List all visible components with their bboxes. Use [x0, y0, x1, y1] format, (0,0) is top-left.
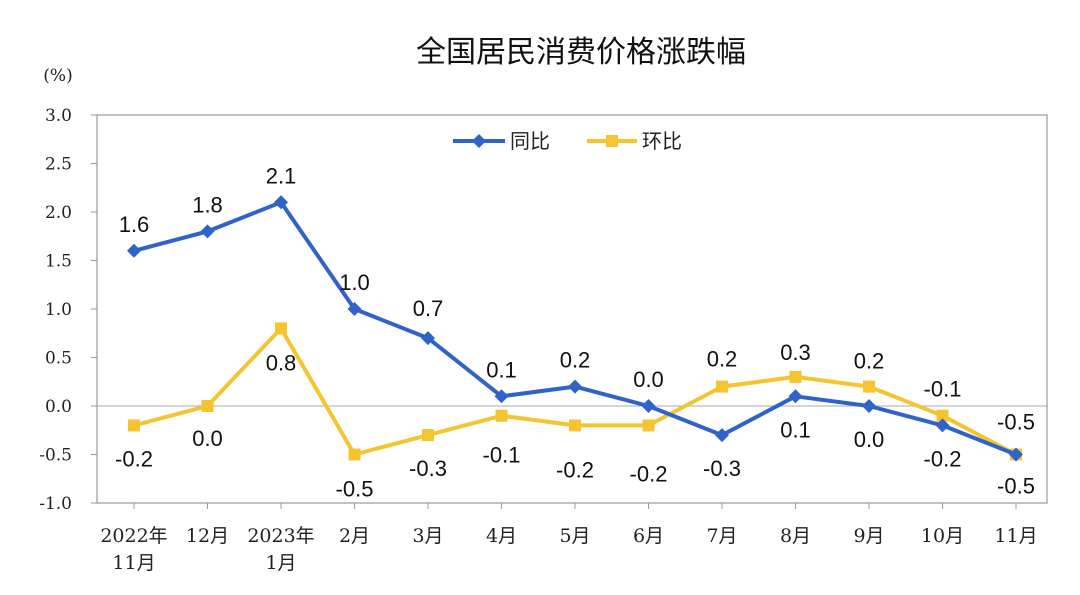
data-label: 1.6 [119, 212, 150, 237]
data-label: -0.3 [409, 456, 447, 481]
data-label: 0.3 [780, 340, 811, 365]
data-point-diamond [715, 428, 729, 443]
series-layer [127, 195, 1023, 462]
data-point-diamond [1009, 447, 1023, 462]
x-axis-ticks: 2022年 11月 12月 2023年 1月 2月 3月 4月 5月 6月 7月 8月 9月 10月 11月 [100, 503, 1038, 574]
data-label: -0.1 [924, 377, 962, 402]
data-label: 0.1 [780, 417, 811, 442]
data-labels: -0.2 0.0 0.8 -0.5 -0.3 -0.1 -0.2 -0.2 0.2 0.3 0.2 -… [115, 163, 1035, 501]
y-tick-label: 2.5 [45, 155, 72, 175]
data-point-square [936, 409, 949, 422]
data-point-square [789, 370, 802, 383]
data-label: -0.5 [336, 477, 374, 502]
data-point-diamond [347, 302, 362, 316]
legend: 同比 环比 [453, 129, 682, 153]
legend-mom-square-icon [606, 135, 618, 147]
data-label: 0.1 [486, 357, 517, 382]
x-tick-label: 7月 [706, 525, 737, 547]
data-point-square [569, 419, 581, 432]
data-label: -0.2 [115, 446, 153, 471]
data-label: -0.5 [997, 474, 1035, 499]
data-point-diamond [494, 389, 509, 404]
data-point-diamond [274, 195, 288, 210]
data-point-square [716, 380, 728, 393]
legend-yoy-diamond-icon [472, 134, 486, 148]
x-tick-label: 2023年 [247, 525, 314, 547]
x-tick-label: 2月 [339, 525, 370, 547]
data-point-square [275, 322, 287, 335]
x-tick-label: 1月 [265, 552, 296, 574]
x-tick-label: 3月 [412, 525, 443, 547]
x-tick-label: 6月 [633, 525, 664, 547]
y-tick-label: -0.5 [39, 446, 72, 466]
data-point-diamond [641, 399, 656, 413]
y-tick-label: 0.0 [45, 397, 72, 417]
data-point-diamond [421, 331, 435, 346]
x-tick-label: 11月 [112, 552, 155, 574]
x-tick-label: 2022年 [100, 525, 167, 547]
data-point-square [348, 448, 361, 461]
data-label: 0.0 [854, 427, 885, 452]
y-axis-unit: (%) [43, 66, 72, 86]
x-tick-label: 10月 [921, 525, 964, 547]
y-tick-label: -1.0 [39, 494, 72, 514]
data-label: 0.0 [633, 367, 664, 392]
y-axis-ticks: 3.0 2.5 2.0 1.5 1.0 0.5 0.0 -0.5 -1.0 [39, 106, 97, 514]
x-tick-label: 12月 [186, 525, 229, 547]
data-point-diamond [200, 224, 215, 239]
data-point-square [495, 409, 508, 422]
data-point-square [128, 419, 140, 432]
data-label: 0.7 [413, 296, 444, 321]
series-line-0 [133, 200, 1017, 457]
data-label: 1.0 [339, 270, 370, 295]
x-tick-label: 9月 [853, 525, 884, 547]
y-tick-label: 0.5 [45, 349, 72, 369]
y-tick-label: 2.0 [45, 203, 72, 223]
data-label: 0.8 [266, 350, 297, 375]
data-point-diamond [568, 379, 582, 394]
x-tick-label: 4月 [486, 525, 517, 547]
data-label: 1.8 [192, 192, 223, 217]
data-point-diamond [788, 389, 803, 404]
data-label: -0.2 [630, 461, 668, 486]
x-tick-label: 5月 [559, 525, 590, 547]
data-point-diamond [862, 399, 876, 413]
data-point-diamond [935, 418, 950, 433]
data-point-square [863, 380, 875, 393]
legend-mom-label: 环比 [642, 129, 682, 153]
data-label: -0.1 [483, 443, 521, 468]
data-label: -0.3 [703, 456, 741, 481]
data-label: 0.2 [707, 347, 738, 372]
data-label: 0.0 [192, 426, 223, 451]
x-tick-label: 8月 [780, 525, 811, 547]
y-tick-label: 3.0 [45, 106, 72, 126]
chart-title: 全国居民消费价格涨跌幅 [416, 35, 746, 70]
data-point-square [422, 429, 434, 442]
data-label: 2.1 [266, 163, 297, 188]
x-tick-label: 11月 [994, 525, 1037, 547]
data-point-diamond [127, 243, 141, 258]
data-point-square [642, 419, 655, 432]
legend-yoy-label: 同比 [510, 129, 550, 153]
plot-area-frame [96, 114, 1048, 504]
y-tick-label: 1.0 [45, 300, 72, 320]
data-label: 0.2 [560, 348, 591, 373]
data-label: -0.2 [924, 446, 962, 471]
data-point-square [201, 400, 214, 412]
legend-item-mom: 环比 [587, 129, 682, 153]
y-tick-label: 1.5 [45, 252, 72, 272]
data-label: 0.2 [854, 349, 885, 374]
legend-item-yoy: 同比 [453, 129, 550, 153]
data-label: -0.2 [556, 457, 594, 482]
data-label: -0.5 [997, 410, 1035, 435]
